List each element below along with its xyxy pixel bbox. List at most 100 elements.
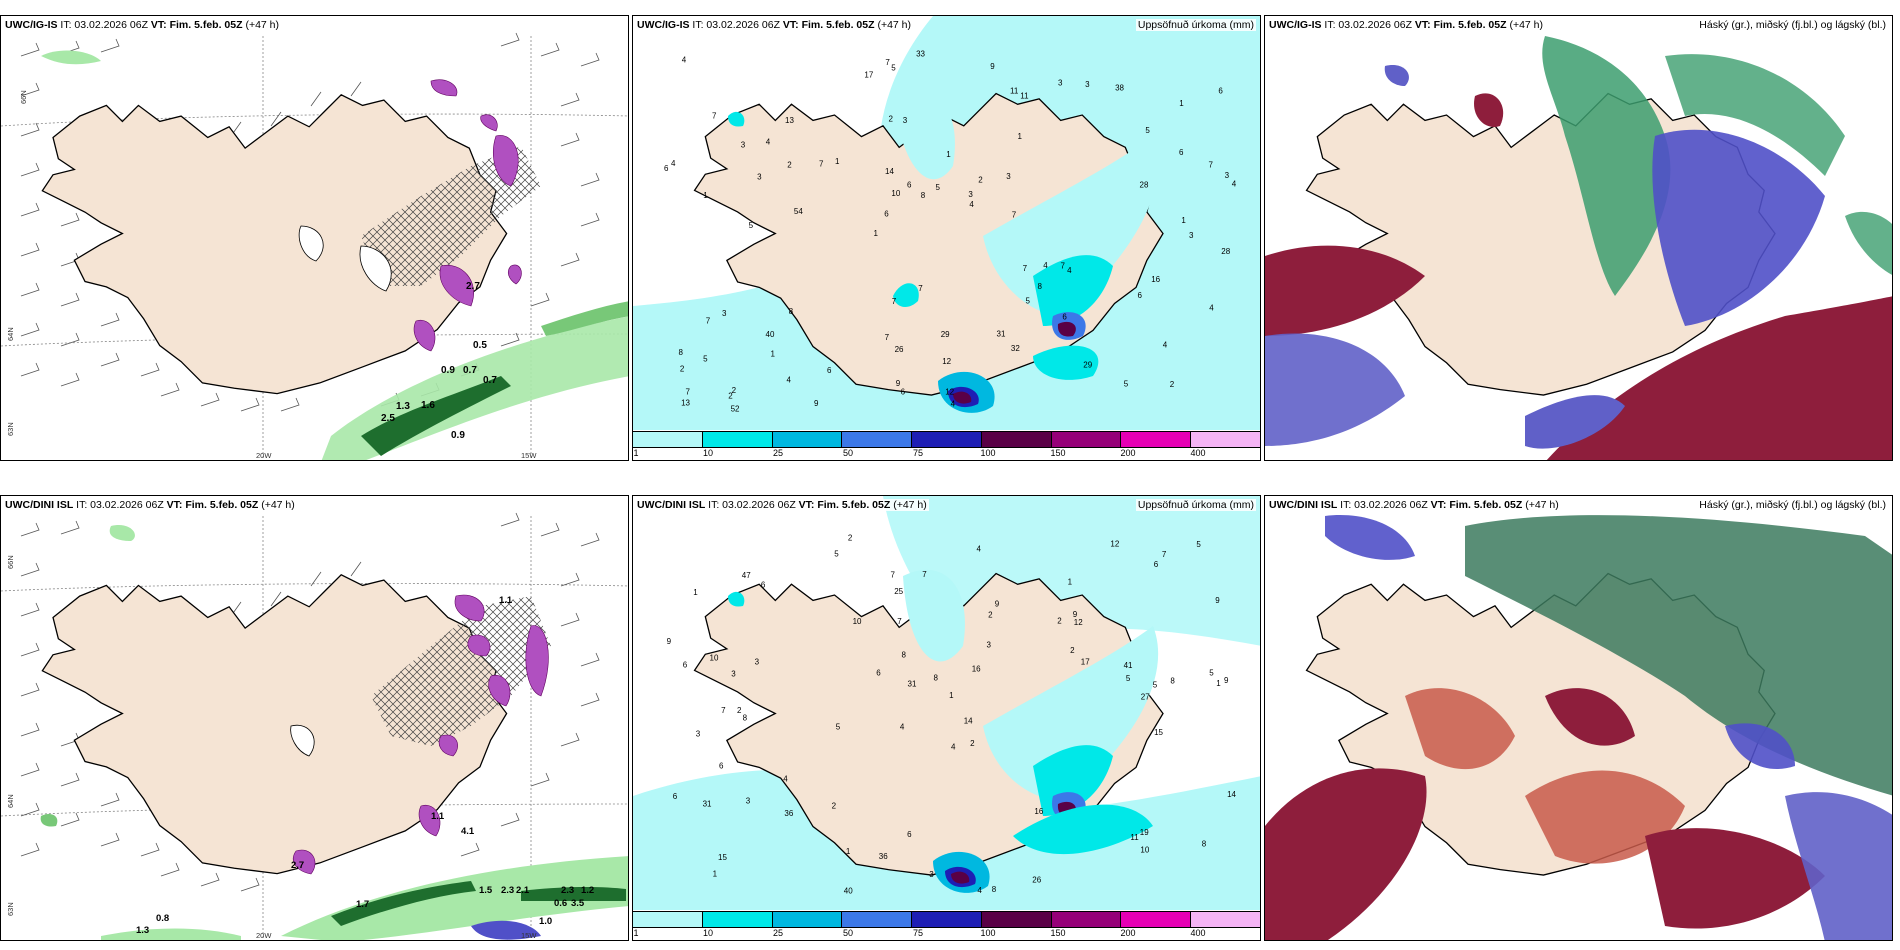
precip-value: 3 bbox=[1189, 231, 1194, 240]
precip-value: 2 bbox=[889, 115, 894, 124]
legend-tick: 50 bbox=[842, 928, 854, 938]
legend-tick: 75 bbox=[912, 928, 924, 938]
precip-value: 5 bbox=[936, 183, 941, 192]
precip-value: 52 bbox=[731, 405, 740, 414]
precip-value: 2 bbox=[848, 534, 853, 543]
precip-value: 1 bbox=[1068, 578, 1073, 587]
lon-label-15: 15W bbox=[521, 451, 537, 460]
precip-value: 7 bbox=[721, 706, 726, 715]
precip-value: 6 bbox=[876, 669, 881, 678]
panel-subtitle: Uppsöfnuð úrkoma (mm) bbox=[1135, 499, 1256, 511]
legend-tick: 50 bbox=[842, 448, 854, 458]
precip-value: 7 bbox=[686, 388, 691, 397]
value-label: 2.7 bbox=[466, 281, 480, 292]
precip-value: 6 bbox=[827, 366, 832, 375]
precip-value: 6 bbox=[719, 761, 724, 770]
precip-value: 2 bbox=[737, 706, 742, 715]
precip-value: 3 bbox=[968, 190, 973, 199]
precip-value: 8 bbox=[1038, 282, 1043, 291]
precip-value: 6 bbox=[1138, 291, 1143, 300]
precip-legend: 1 10 25 50 75 100 150 200 400 bbox=[633, 910, 1260, 940]
precip-value: 38 bbox=[1115, 83, 1124, 92]
precip-value: 5 bbox=[1126, 674, 1131, 683]
precip-value: 4 bbox=[1067, 266, 1072, 275]
precip-value: 11 bbox=[1020, 92, 1029, 101]
precip-value: 3 bbox=[722, 309, 727, 318]
lat-label-64: 64N bbox=[6, 327, 15, 341]
map-dini-wind: 66N 64N 63N 20W 15W 1.1 1.1 2.7 1.7 1.5 … bbox=[1, 512, 628, 940]
precip-value: 8 bbox=[921, 191, 926, 200]
precip-value: 8 bbox=[1170, 676, 1175, 685]
legend-tick: 1 bbox=[633, 928, 639, 938]
panel-title: UWC/IG-IS IT: 03.02.2026 06Z VT: Fim. 5.… bbox=[3, 19, 282, 31]
value-label: 0.8 bbox=[156, 913, 169, 924]
precip-value: 8 bbox=[902, 650, 907, 659]
precip-value: 6 bbox=[1154, 560, 1159, 569]
precip-value: 1 bbox=[835, 157, 840, 166]
precip-value: 9 bbox=[896, 379, 901, 388]
precip-value: 26 bbox=[1032, 876, 1041, 885]
precip-value: 6 bbox=[884, 210, 889, 219]
precip-value: 5 bbox=[1196, 540, 1201, 549]
precip-value: 7 bbox=[892, 297, 897, 306]
legend-swatch bbox=[912, 912, 982, 927]
precip-value: 4 bbox=[1232, 179, 1237, 188]
lat-label-66: 66N bbox=[19, 90, 28, 104]
precip-value: 33 bbox=[916, 50, 925, 59]
lon-label-20: 20W bbox=[256, 451, 272, 460]
precip-value: 2 bbox=[680, 364, 685, 373]
lon-label-20: 20W bbox=[256, 931, 272, 940]
precip-value: 7 bbox=[897, 617, 902, 626]
panel-title: UWC/IG-IS IT: 03.02.2026 06Z VT: Fim. 5.… bbox=[635, 19, 914, 31]
precip-value: 36 bbox=[784, 809, 793, 818]
precip-value: 4 bbox=[682, 56, 687, 65]
panel-title: UWC/DINI ISL IT: 03.02.2026 06Z VT: Fim.… bbox=[635, 499, 929, 511]
value-label: 2.3 bbox=[501, 885, 514, 896]
precip-value: 7 bbox=[1162, 550, 1167, 559]
precip-value: 1 bbox=[946, 150, 951, 159]
precip-value: 4 bbox=[951, 742, 956, 751]
precip-value: 2 bbox=[1057, 617, 1062, 626]
precip-value: 14 bbox=[1227, 790, 1236, 799]
precip-value: 31 bbox=[908, 680, 917, 689]
legend-swatch bbox=[702, 432, 773, 447]
value-label: 2.1 bbox=[516, 885, 530, 896]
precip-value: 5 bbox=[1145, 126, 1150, 135]
panel-title: UWC/IG-IS IT: 03.02.2026 06Z VT: Fim. 5.… bbox=[1267, 19, 1546, 31]
precip-value: 4 bbox=[977, 545, 982, 554]
legend-swatch bbox=[1121, 912, 1192, 927]
precip-value: 6 bbox=[664, 164, 669, 173]
precip-value: 6 bbox=[761, 580, 766, 589]
precip-value: 3 bbox=[755, 657, 760, 666]
precip-value: 6 bbox=[1179, 148, 1184, 157]
precip-value: 2 bbox=[970, 739, 975, 748]
precip-value: 7 bbox=[918, 284, 923, 293]
map-dini-clouds bbox=[1265, 496, 1892, 940]
precip-value: 5 bbox=[1124, 380, 1129, 389]
legend-tick: 25 bbox=[772, 928, 784, 938]
precip-value: 8 bbox=[679, 348, 684, 357]
precip-value: 5 bbox=[1209, 668, 1214, 677]
precip-value: 2 bbox=[1170, 380, 1175, 389]
precip-value: 1 bbox=[1181, 216, 1186, 225]
legend-swatches bbox=[633, 431, 1260, 448]
precip-value: 2 bbox=[988, 610, 993, 619]
precip-value: 1 bbox=[846, 847, 851, 856]
precip-value: 4 bbox=[1209, 303, 1214, 312]
legend-swatch bbox=[772, 912, 843, 927]
value-label: 0.7 bbox=[463, 365, 477, 376]
precip-value: 4 bbox=[1163, 341, 1168, 350]
precip-value: 1 bbox=[1018, 132, 1023, 141]
panel-dini-wind: 66N 64N 63N 20W 15W 1.1 1.1 2.7 1.7 1.5 … bbox=[0, 495, 629, 941]
precip-value: 14 bbox=[964, 717, 973, 726]
precip-value: 11 bbox=[1130, 833, 1139, 842]
purple-cells bbox=[292, 594, 549, 875]
precip-value: 16 bbox=[1034, 807, 1043, 816]
precip-value: 2 bbox=[978, 176, 983, 185]
value-label: 1.5 bbox=[479, 885, 493, 896]
precip-value: 28 bbox=[1140, 181, 1149, 190]
legend-swatch bbox=[842, 432, 913, 447]
precip-value: 54 bbox=[794, 207, 803, 216]
precip-value: 2 bbox=[732, 386, 737, 395]
